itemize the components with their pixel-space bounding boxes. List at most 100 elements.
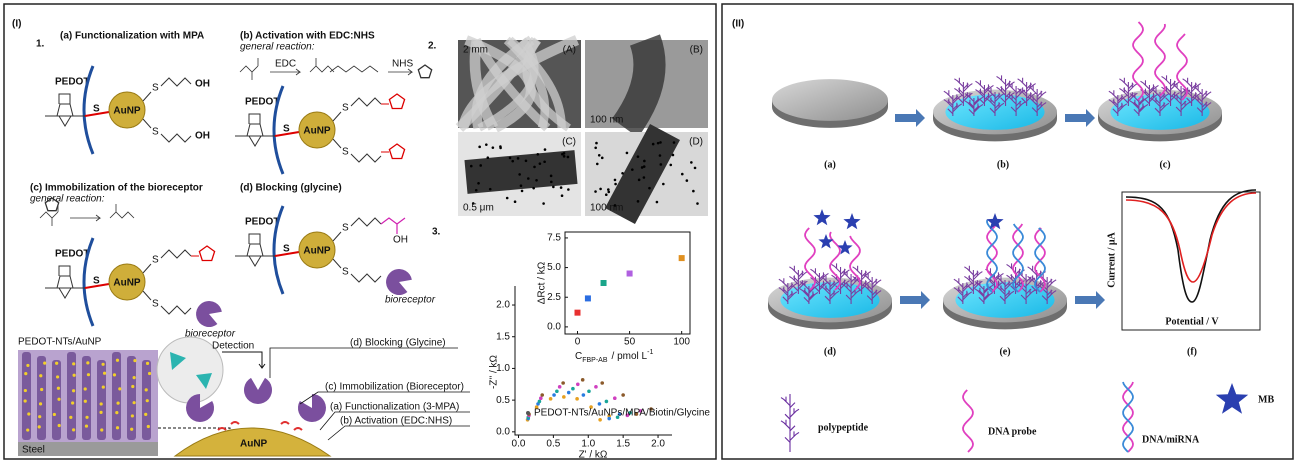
impedance-point	[555, 389, 559, 393]
flow-arrow	[1065, 109, 1095, 127]
nanoparticle	[536, 153, 539, 156]
nanoparticle	[520, 184, 523, 187]
data-point	[627, 271, 633, 277]
reaction-arrow	[388, 69, 412, 75]
nanoparticle	[489, 188, 492, 191]
nanoparticle	[614, 179, 617, 182]
flow-arrow	[895, 109, 925, 127]
legend-label: MB	[1258, 394, 1274, 405]
sulfur-label: S	[152, 299, 159, 310]
gold-particle	[102, 385, 105, 388]
sulfur-label: S	[93, 104, 100, 115]
impedance-point	[558, 385, 562, 389]
impedance-point	[621, 393, 625, 397]
ring	[389, 94, 404, 109]
glycine	[381, 218, 405, 234]
nanoparticle	[492, 146, 495, 149]
nanoparticle	[637, 200, 640, 203]
x-tick-label: 0	[575, 337, 581, 348]
aunp-label: AuNP	[303, 126, 331, 137]
gold-particle	[86, 361, 89, 364]
bioreceptor-shape	[244, 378, 272, 404]
gold-particle	[72, 362, 75, 365]
dna-strand	[1155, 24, 1165, 96]
x-tick-label: 2.0	[651, 439, 665, 450]
nanoparticle	[681, 173, 684, 176]
gold-particle	[103, 372, 106, 375]
nanoparticle	[542, 202, 545, 205]
section-number: 3.	[432, 227, 441, 238]
y-tick-label: 0.0	[496, 426, 510, 437]
oh-label: OH	[195, 131, 210, 142]
gold-particle	[148, 372, 151, 375]
nanoparticle	[638, 179, 641, 182]
gold-particle	[57, 387, 60, 390]
scheme-label: (b) Activation (EDC:NHS)	[340, 416, 452, 427]
image-label: (C)	[562, 137, 576, 148]
nanotube	[127, 356, 136, 440]
step-label: (e)	[999, 346, 1010, 357]
thiol-arm	[143, 250, 191, 314]
scale-label: 100 nm	[590, 203, 623, 214]
thiol-arm	[333, 218, 381, 282]
scheme-label: (a) Functionalization (3-MPA)	[330, 402, 459, 413]
y-tick-label: 7.5	[547, 233, 561, 244]
nanoparticle	[543, 160, 546, 163]
nanoparticle	[659, 141, 662, 144]
data-point	[575, 310, 581, 316]
nanoparticle	[631, 168, 634, 171]
dna-strand	[963, 390, 973, 452]
reaction-arrow	[70, 215, 100, 221]
x-tick-label: 1.5	[616, 439, 630, 450]
impedance-point	[538, 400, 542, 404]
image-label: (B)	[690, 45, 703, 56]
sulfur-label: S	[342, 147, 349, 158]
reaction-sketch	[110, 204, 134, 218]
sulfur-label: S	[152, 83, 159, 94]
nanoparticle	[672, 154, 675, 157]
impedance-point	[575, 397, 579, 401]
gold-particle	[24, 389, 27, 392]
nanotube	[67, 352, 76, 440]
thiophene	[45, 266, 85, 298]
x-axis-label: Potential / V	[1165, 316, 1219, 327]
oh-label: OH	[195, 79, 210, 90]
y-tick-label: 5.0	[547, 262, 561, 273]
nanoparticle	[596, 163, 599, 166]
nanoparticle	[652, 143, 655, 146]
panel-label: (I)	[12, 19, 21, 30]
nanoparticle	[518, 173, 521, 176]
data-point	[585, 295, 591, 301]
subtitle: general reaction:	[30, 194, 105, 205]
nanoparticle	[595, 142, 598, 145]
gold-particle	[53, 413, 56, 416]
step-title: (a) Functionalization with MPA	[60, 31, 204, 42]
nanoparticle	[550, 175, 553, 178]
x-axis-label: Z' / kΩ	[579, 450, 608, 461]
nanoparticle	[544, 148, 547, 151]
nanoparticle	[514, 200, 517, 203]
gold-particle	[39, 374, 42, 377]
nanoparticle	[532, 187, 535, 190]
bioreceptor-shape	[382, 265, 414, 298]
impedance-point	[582, 393, 586, 397]
bioreceptor-shape	[192, 297, 224, 330]
nanoparticle	[567, 156, 570, 159]
impedance-point	[552, 393, 556, 397]
nanoparticle	[692, 190, 695, 193]
gold-particle	[116, 426, 119, 429]
y-axis-label: ΔRct / kΩ	[537, 261, 548, 304]
legend-label: PEDOT-NTs/AuNPs/MPA/Biotin/Glycine	[534, 408, 710, 419]
scale-label: 2 mm	[463, 45, 488, 56]
nanoparticle	[694, 167, 697, 170]
nanoparticle	[657, 142, 660, 145]
thiophene	[235, 234, 275, 266]
gold-particle	[71, 401, 74, 404]
page: { "panel_I": { "label": "(I)", "section_…	[0, 0, 1298, 463]
nanoparticle	[478, 146, 481, 149]
gold-particle	[101, 363, 104, 366]
inset-frame	[565, 232, 690, 334]
legend-label: polypeptide	[818, 422, 869, 433]
nanoparticle	[470, 165, 473, 168]
nanoparticle	[599, 188, 602, 191]
